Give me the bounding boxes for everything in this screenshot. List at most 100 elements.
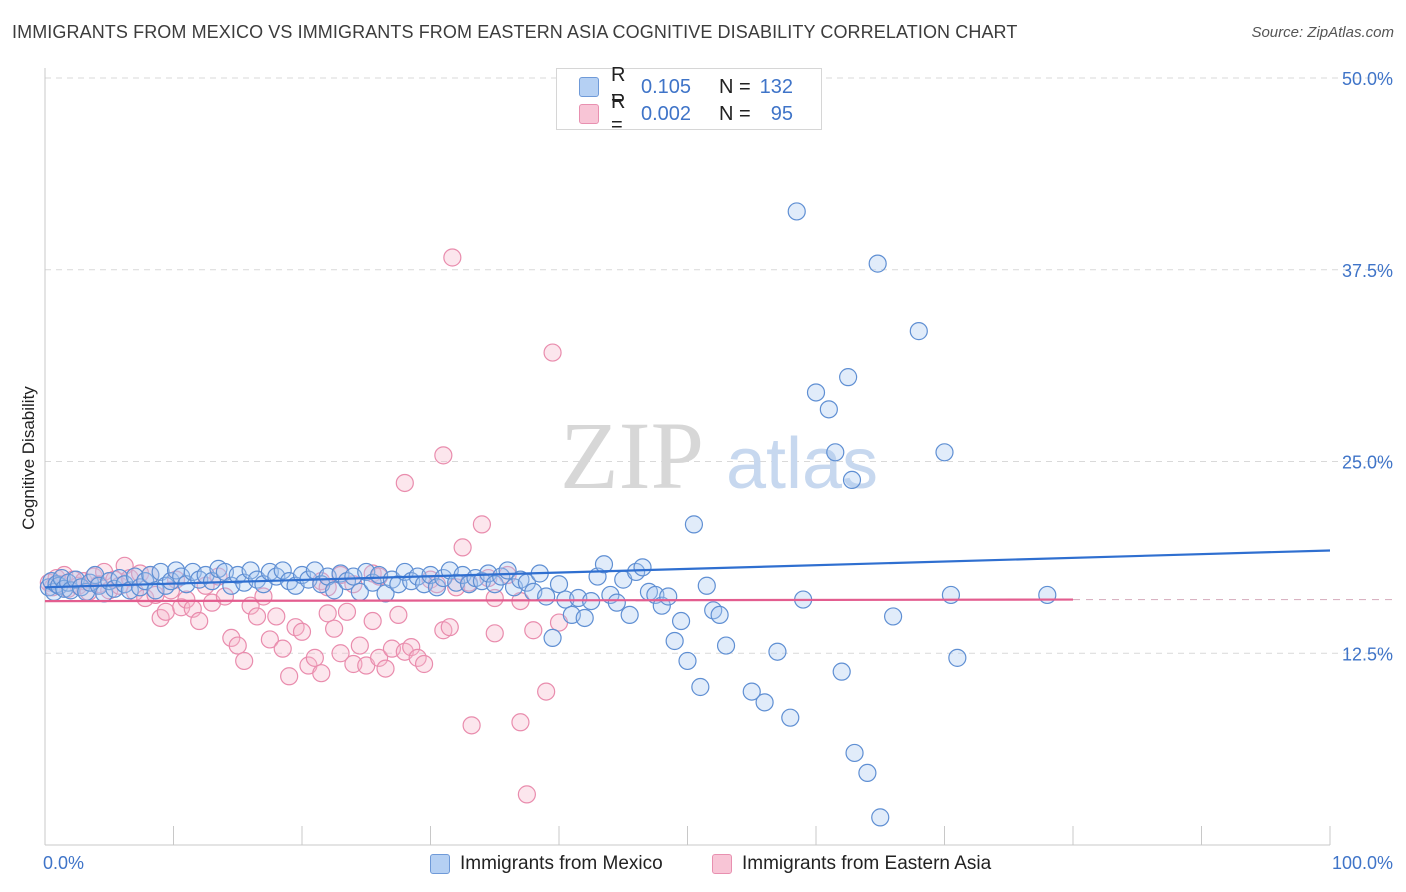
legend-row-asia: R = 0.002 N = 95 — [579, 91, 793, 136]
trend-lines — [44, 549, 1392, 603]
legend-r-label: R = — [611, 64, 626, 109]
point-eastern-asia — [389, 605, 408, 625]
chart-title: IMMIGRANTS FROM MEXICO VS IMMIGRANTS FRO… — [12, 22, 1018, 42]
point-eastern-asia — [402, 638, 421, 657]
point-eastern-asia — [543, 343, 562, 362]
point-mexico — [671, 611, 691, 631]
point-mexico — [325, 581, 344, 600]
point-mexico — [868, 254, 887, 273]
point-eastern-asia — [363, 611, 382, 631]
y-tick-label: 37.5% — [1342, 261, 1393, 281]
point-mexico — [1038, 585, 1057, 605]
point-eastern-asia — [517, 785, 536, 804]
point-eastern-asia — [350, 636, 369, 655]
point-mexico — [697, 576, 716, 595]
legend-r-value: 0.002 — [641, 102, 692, 125]
point-eastern-asia — [267, 607, 286, 626]
point-mexico — [678, 651, 697, 671]
legend-swatch-blue — [579, 77, 599, 97]
point-mexico — [151, 562, 170, 582]
y-tick-label: 12.5% — [1342, 644, 1393, 664]
bottom-legend-asia: Immigrants from Eastern Asia — [712, 852, 991, 876]
point-eastern-asia — [312, 664, 331, 683]
trend-line-mexico — [44, 549, 1331, 589]
bottom-legend-label: Immigrants from Mexico — [460, 853, 663, 874]
point-mexico — [787, 202, 806, 221]
x-tick-label: 100.0% — [1332, 853, 1393, 873]
point-mexico — [716, 636, 736, 655]
point-eastern-asia — [485, 588, 504, 608]
bottom-legend-swatch-blue — [430, 854, 450, 874]
point-mexico — [273, 561, 292, 580]
point-eastern-asia — [325, 619, 344, 638]
point-mexico — [883, 607, 903, 626]
point-eastern-asia — [177, 590, 196, 609]
bottom-legend-mexico: Immigrants from Mexico — [430, 852, 663, 876]
point-mexico — [806, 383, 826, 402]
point-mexico — [633, 558, 652, 577]
legend-swatch-pink — [579, 104, 599, 124]
point-eastern-asia — [292, 622, 312, 641]
point-mexico — [652, 596, 671, 615]
point-mexico — [120, 581, 139, 600]
point-eastern-asia — [370, 648, 389, 667]
y-tick-label: 25.0% — [1342, 453, 1393, 473]
point-eastern-asia — [414, 654, 434, 674]
point-mexico — [755, 693, 774, 712]
point-mexico — [543, 628, 562, 648]
point-eastern-asia — [331, 644, 350, 663]
point-eastern-asia — [376, 659, 395, 678]
legend-r-value: 0.105 — [641, 75, 692, 98]
watermark-zip: ZIP — [560, 402, 704, 509]
point-mexico — [241, 561, 260, 580]
point-eastern-asia — [485, 624, 504, 643]
legend-n-value: 132 — [759, 75, 793, 98]
point-eastern-asia — [286, 618, 305, 637]
bottom-legend-label: Immigrants from Eastern Asia — [742, 853, 992, 874]
point-eastern-asia — [440, 618, 459, 637]
axes — [44, 68, 1331, 846]
point-mexico — [742, 682, 761, 701]
point-mexico — [941, 585, 961, 605]
legend-row-mexico: R = 0.105 N = 132 — [579, 64, 793, 109]
watermark: ZIP atlas — [560, 402, 878, 509]
point-mexico — [842, 470, 862, 490]
point-mexico — [146, 581, 165, 600]
point-mexico — [594, 555, 614, 574]
point-eastern-asia — [305, 648, 324, 667]
point-mexico — [832, 662, 851, 681]
point-mexico — [845, 743, 864, 763]
series-eastern-asia — [39, 248, 569, 804]
legend-n-label: N = — [719, 102, 751, 125]
series-mexico — [39, 202, 1057, 827]
point-eastern-asia — [190, 611, 209, 631]
point-mexico — [839, 368, 858, 387]
point-eastern-asia — [228, 636, 247, 655]
point-mexico — [161, 572, 181, 591]
point-mexico — [659, 587, 678, 606]
point-eastern-asia — [156, 602, 175, 621]
legend-n-value: 95 — [770, 102, 793, 125]
point-mexico — [626, 562, 646, 582]
point-mexico — [575, 608, 594, 628]
legend-r-label: R = — [611, 91, 626, 136]
point-mexico — [819, 400, 838, 419]
point-mexico — [781, 708, 800, 727]
point-mexico — [537, 587, 556, 606]
point-eastern-asia — [472, 515, 491, 534]
point-mexico — [684, 515, 704, 534]
point-mexico — [768, 642, 787, 661]
point-mexico — [710, 605, 729, 625]
point-mexico — [607, 593, 626, 612]
point-eastern-asia — [395, 473, 414, 493]
point-eastern-asia — [443, 248, 462, 267]
point-eastern-asia — [235, 651, 254, 671]
point-eastern-asia — [318, 604, 337, 623]
point-eastern-asia — [462, 716, 481, 735]
point-mexico — [549, 575, 569, 594]
point-mexico — [427, 578, 447, 597]
point-mexico — [337, 572, 357, 591]
point-eastern-asia — [511, 713, 530, 732]
legend-n-label: N = — [719, 75, 751, 98]
